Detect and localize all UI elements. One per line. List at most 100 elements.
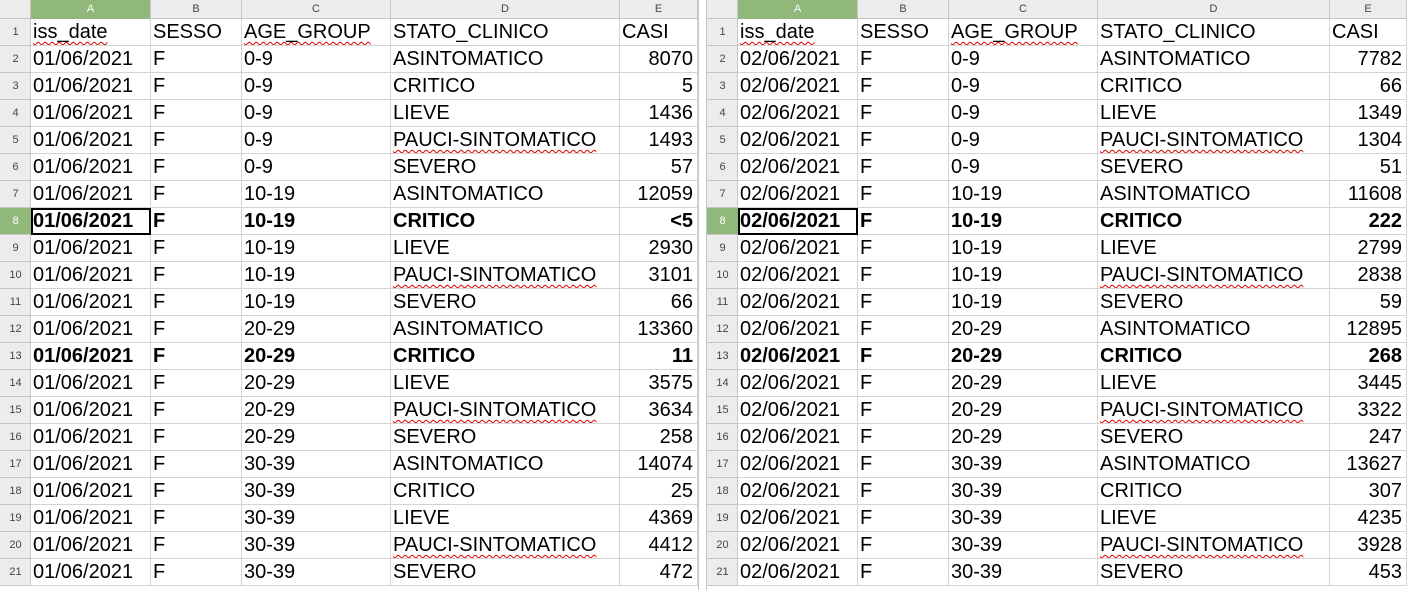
cell-date[interactable]: 01/06/2021 xyxy=(31,424,151,451)
cell-clinical-status[interactable]: ASINTOMATICO xyxy=(1098,46,1330,73)
cell-sex[interactable]: F xyxy=(858,127,949,154)
cell-age-group[interactable]: 0-9 xyxy=(949,154,1098,181)
cell-sex[interactable]: F xyxy=(858,235,949,262)
row-header[interactable]: 11 xyxy=(0,289,31,316)
row-header[interactable]: 20 xyxy=(0,532,31,559)
select-all-corner[interactable] xyxy=(0,0,31,19)
cell-cases[interactable]: 307 xyxy=(1330,478,1407,505)
cell-clinical-status[interactable]: CRITICO xyxy=(391,343,620,370)
cell-cases[interactable]: 12895 xyxy=(1330,316,1407,343)
cell-cases[interactable]: 13360 xyxy=(620,316,698,343)
cell-clinical-status[interactable]: LIEVE xyxy=(391,235,620,262)
cell-age-group[interactable]: 30-39 xyxy=(242,451,391,478)
cell-cases[interactable]: 5 xyxy=(620,73,698,100)
cell-sex[interactable]: F xyxy=(858,397,949,424)
row-header[interactable]: 19 xyxy=(0,505,31,532)
cell-clinical-status[interactable]: ASINTOMATICO xyxy=(1098,181,1330,208)
cell-age-group[interactable]: 30-39 xyxy=(242,532,391,559)
cell-age-group[interactable]: 10-19 xyxy=(242,289,391,316)
cell-age-group[interactable]: 30-39 xyxy=(242,505,391,532)
cell-clinical-status[interactable]: LIEVE xyxy=(1098,235,1330,262)
row-header[interactable]: 17 xyxy=(0,451,31,478)
cell-age-group[interactable]: 0-9 xyxy=(949,127,1098,154)
cell-sex[interactable]: F xyxy=(151,532,242,559)
cell-sex[interactable]: F xyxy=(151,235,242,262)
cell-date[interactable]: 02/06/2021 xyxy=(738,181,858,208)
window-split-divider[interactable] xyxy=(698,0,707,590)
row-header[interactable]: 10 xyxy=(707,262,738,289)
cell-age-group[interactable]: 20-29 xyxy=(242,316,391,343)
cell-cases[interactable]: 1304 xyxy=(1330,127,1407,154)
cell-date[interactable]: 01/06/2021 xyxy=(31,451,151,478)
row-header[interactable]: 7 xyxy=(707,181,738,208)
row-header[interactable]: 4 xyxy=(0,100,31,127)
row-header[interactable]: 6 xyxy=(707,154,738,181)
cell-cases[interactable]: 59 xyxy=(1330,289,1407,316)
row-header[interactable]: 12 xyxy=(0,316,31,343)
cell-cases[interactable]: 1493 xyxy=(620,127,698,154)
cell-age-group[interactable]: 20-29 xyxy=(949,397,1098,424)
row-header[interactable]: 17 xyxy=(707,451,738,478)
cell-cases[interactable]: 3322 xyxy=(1330,397,1407,424)
cell-cases[interactable]: 11608 xyxy=(1330,181,1407,208)
cell-date[interactable]: 02/06/2021 xyxy=(738,532,858,559)
column-header-d[interactable]: D xyxy=(1098,0,1330,19)
cell-clinical-status[interactable]: LIEVE xyxy=(391,100,620,127)
cell-date[interactable]: 01/06/2021 xyxy=(31,478,151,505)
cell-age-group[interactable]: 20-29 xyxy=(242,370,391,397)
cell-clinical-status[interactable]: SEVERO xyxy=(1098,154,1330,181)
cell-sex[interactable]: F xyxy=(151,451,242,478)
cell-cases[interactable]: 3634 xyxy=(620,397,698,424)
cell-cases[interactable]: 222 xyxy=(1330,208,1407,235)
cell-date[interactable]: 02/06/2021 xyxy=(738,127,858,154)
cell-clinical-status[interactable]: CRITICO xyxy=(1098,73,1330,100)
cell-sex[interactable]: F xyxy=(151,181,242,208)
cell-cases[interactable]: 268 xyxy=(1330,343,1407,370)
cell-cases[interactable]: 8070 xyxy=(620,46,698,73)
cell-age-group[interactable]: 0-9 xyxy=(242,100,391,127)
cell-sex[interactable]: F xyxy=(151,262,242,289)
cell-clinical-status[interactable]: CRITICO xyxy=(391,208,620,235)
header-cell-date[interactable]: iss_date xyxy=(31,19,151,46)
cell-clinical-status[interactable]: ASINTOMATICO xyxy=(1098,451,1330,478)
cell-clinical-status[interactable]: LIEVE xyxy=(1098,370,1330,397)
cell-sex[interactable]: F xyxy=(151,127,242,154)
cell-cases[interactable]: 7782 xyxy=(1330,46,1407,73)
cell-cases[interactable]: 11 xyxy=(620,343,698,370)
row-header[interactable]: 21 xyxy=(0,559,31,586)
row-header[interactable]: 18 xyxy=(707,478,738,505)
cell-date[interactable]: 02/06/2021 xyxy=(738,397,858,424)
cell-age-group[interactable]: 30-39 xyxy=(949,478,1098,505)
cell-cases[interactable]: 4369 xyxy=(620,505,698,532)
cell-cases[interactable]: 66 xyxy=(1330,73,1407,100)
header-cell-clinical-status[interactable]: STATO_CLINICO xyxy=(391,19,620,46)
column-header-d[interactable]: D xyxy=(391,0,620,19)
cell-date[interactable]: 01/06/2021 xyxy=(31,154,151,181)
cell-age-group[interactable]: 10-19 xyxy=(949,235,1098,262)
cell-sex[interactable]: F xyxy=(858,370,949,397)
cell-date[interactable]: 01/06/2021 xyxy=(31,316,151,343)
cell-clinical-status[interactable]: SEVERO xyxy=(1098,424,1330,451)
cell-age-group[interactable]: 10-19 xyxy=(242,181,391,208)
cell-date[interactable]: 02/06/2021 xyxy=(738,73,858,100)
cell-clinical-status[interactable]: SEVERO xyxy=(1098,559,1330,586)
cell-date[interactable]: 01/06/2021 xyxy=(31,46,151,73)
cell-cases[interactable]: 14074 xyxy=(620,451,698,478)
cell-clinical-status[interactable]: ASINTOMATICO xyxy=(391,451,620,478)
cell-sex[interactable]: F xyxy=(151,478,242,505)
select-all-corner[interactable] xyxy=(707,0,738,19)
cell-sex[interactable]: F xyxy=(858,316,949,343)
header-cell-clinical-status[interactable]: STATO_CLINICO xyxy=(1098,19,1330,46)
cell-cases[interactable]: 2838 xyxy=(1330,262,1407,289)
header-cell-cases[interactable]: CASI xyxy=(620,19,698,46)
cell-clinical-status[interactable]: PAUCI-SINTOMATICO xyxy=(391,397,620,424)
cell-sex[interactable]: F xyxy=(858,181,949,208)
cell-date[interactable]: 01/06/2021 xyxy=(31,505,151,532)
cell-clinical-status[interactable]: PAUCI-SINTOMATICO xyxy=(391,262,620,289)
row-header[interactable]: 15 xyxy=(707,397,738,424)
row-header[interactable]: 1 xyxy=(0,19,31,46)
cell-sex[interactable]: F xyxy=(151,289,242,316)
cell-sex[interactable]: F xyxy=(858,73,949,100)
cell-clinical-status[interactable]: CRITICO xyxy=(1098,208,1330,235)
